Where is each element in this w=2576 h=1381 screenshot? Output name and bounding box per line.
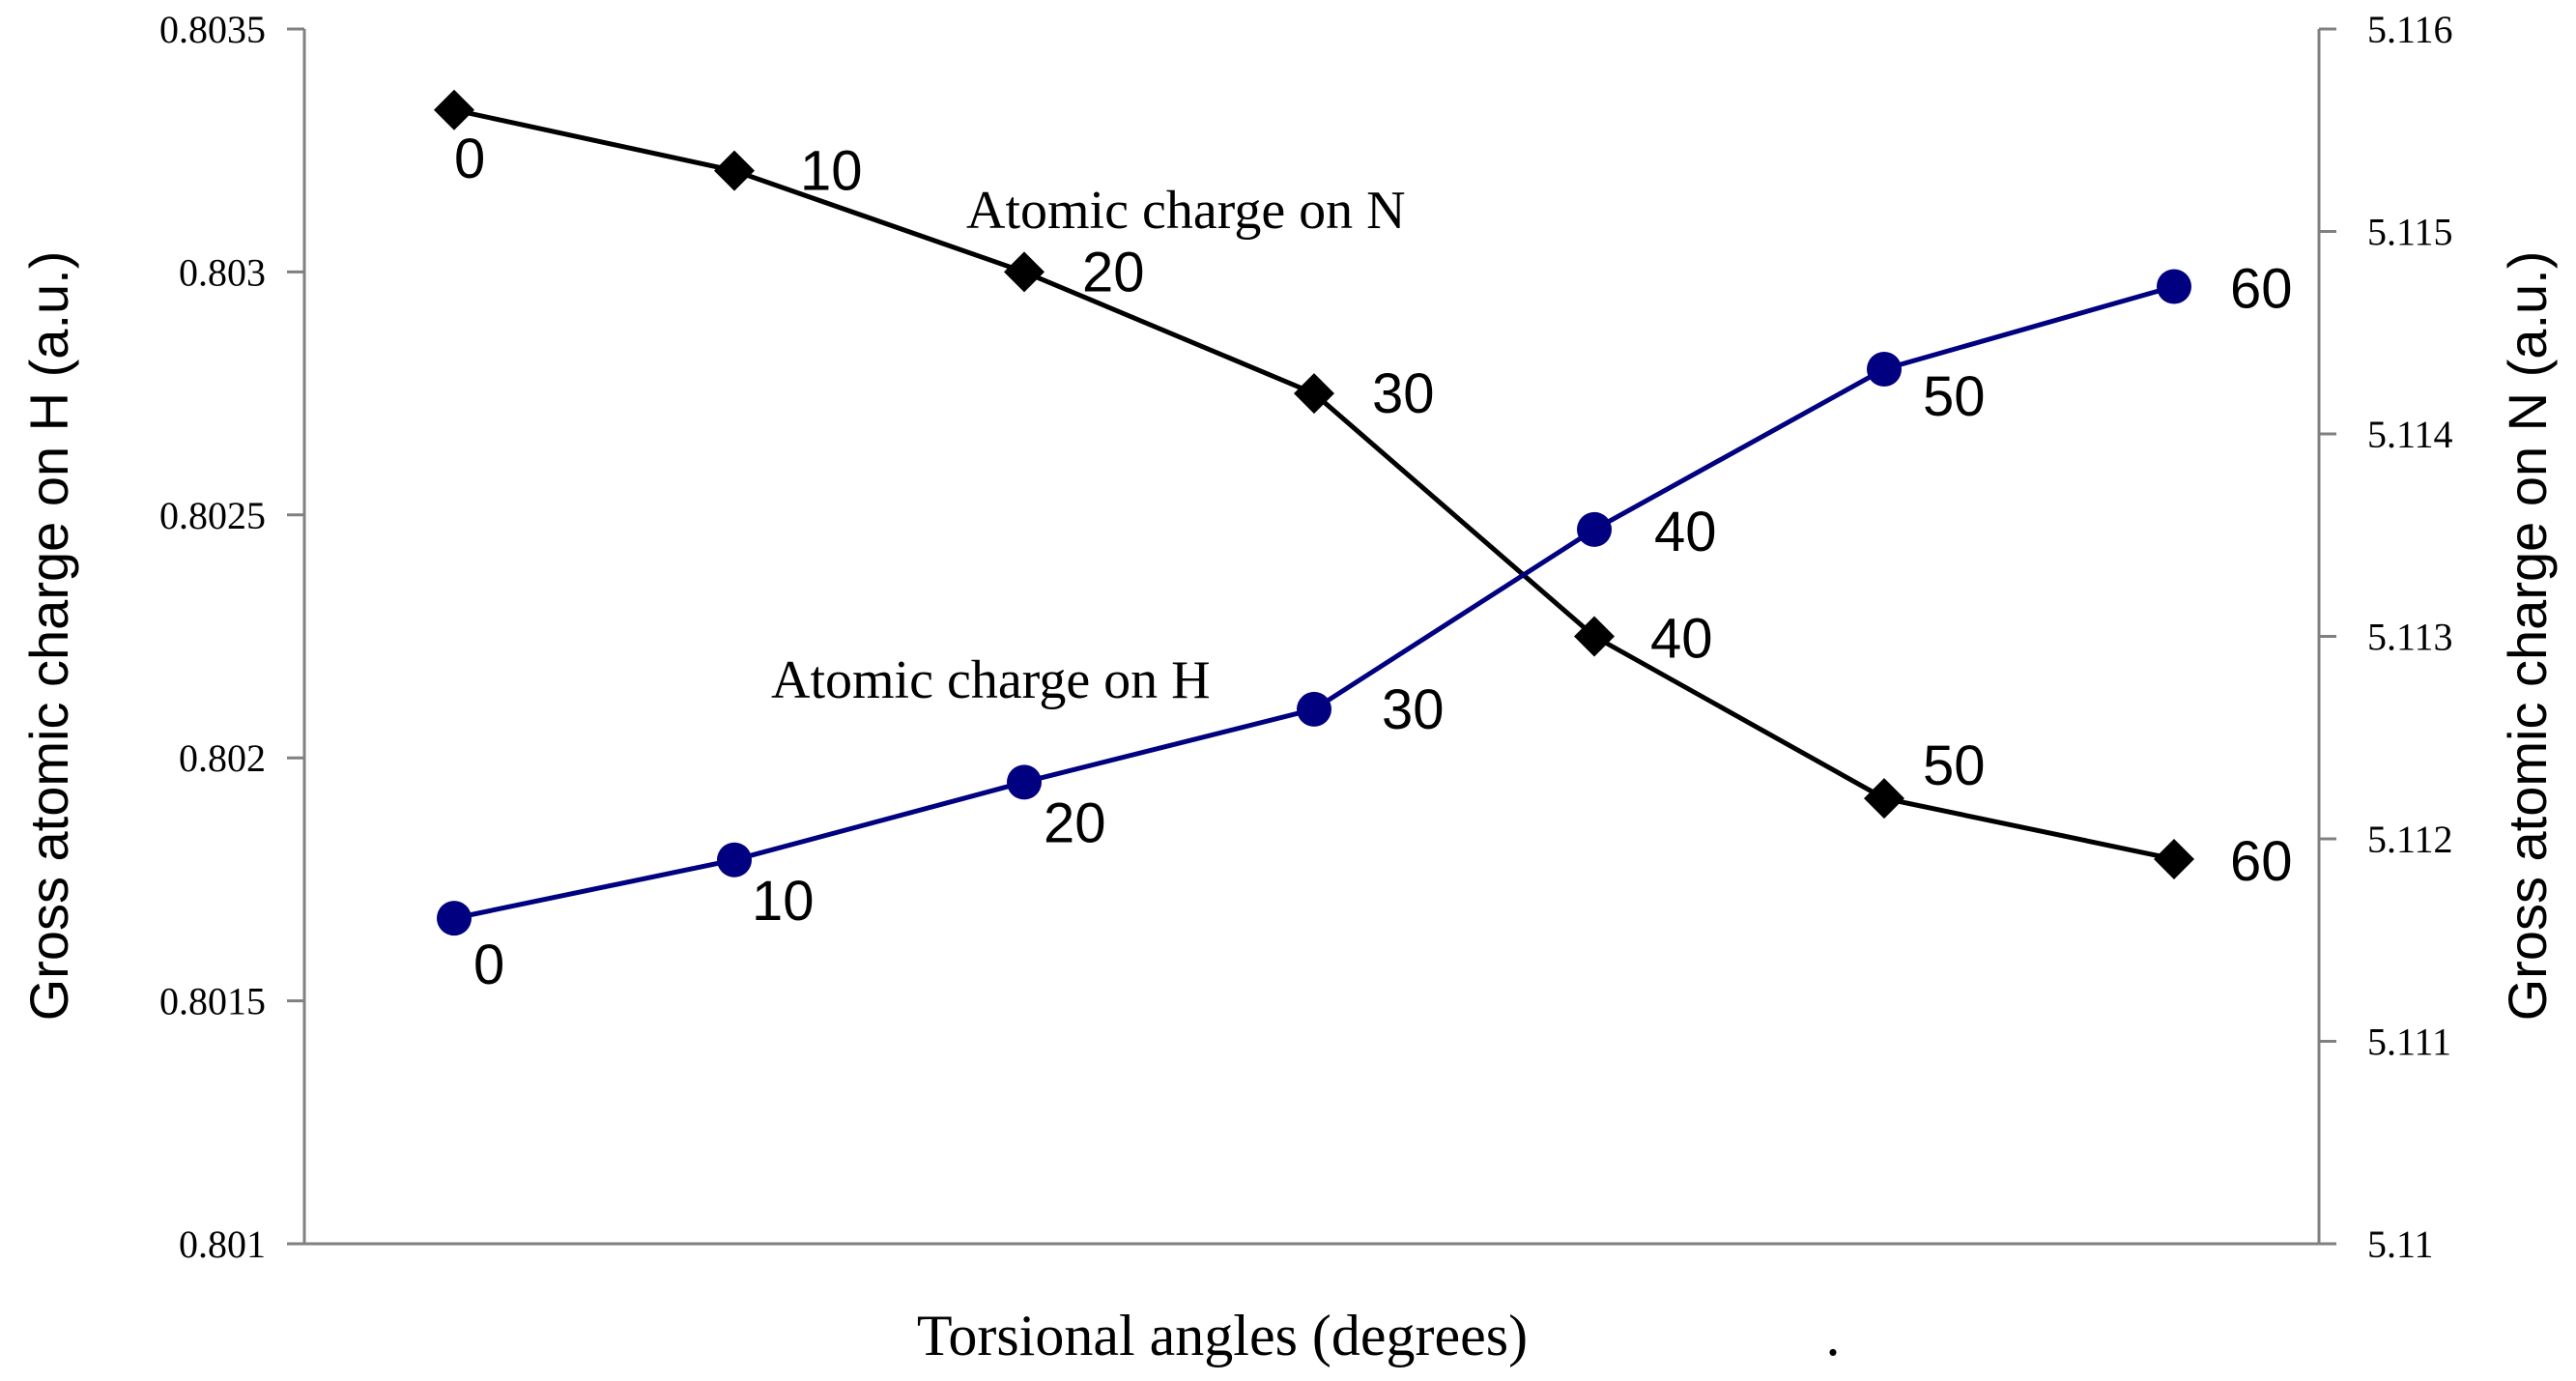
series-h-point — [1297, 691, 1331, 727]
x-axis-title: Torsional angles (degrees) — [917, 1304, 1528, 1367]
series-h-point — [1577, 511, 1612, 547]
left-tick-label: 0.8025 — [159, 494, 266, 537]
right-tick-label: 5.112 — [2367, 818, 2453, 861]
left-tick-label: 0.8015 — [159, 980, 266, 1023]
series-h-point-label: 0 — [473, 934, 504, 996]
right-tick-label: 5.115 — [2367, 211, 2453, 254]
series-n-point — [1294, 373, 1334, 415]
series-n-point — [434, 89, 474, 130]
right-tick-label: 5.11 — [2367, 1223, 2434, 1266]
series-n-point — [714, 150, 755, 191]
series-layer: 0 10 20 30 40 50 60 0 10 20 30 40 50 60 — [434, 89, 2293, 996]
right-tick-label: 5.113 — [2367, 616, 2453, 659]
series-h-point — [1867, 351, 1902, 387]
series-n-point — [2154, 838, 2194, 879]
right-tick-label: 5.114 — [2367, 413, 2453, 456]
series-n-point-label: 30 — [1372, 362, 1435, 425]
right-y-ticks: 5.11 5.111 5.112 5.113 5.114 5.115 5.116 — [2319, 8, 2453, 1266]
series-annotation-h: Atomic charge on H — [771, 650, 1211, 710]
x-axis-trailing-dot: . — [1826, 1304, 1841, 1367]
series-h-point — [2157, 269, 2191, 304]
series-n-point — [1574, 616, 1615, 657]
series-n-point-label: 40 — [1650, 608, 1713, 671]
series-h-point-label: 10 — [752, 870, 815, 933]
series-h-point — [1007, 764, 1042, 800]
series-n-point — [1004, 251, 1045, 293]
series-n: 0 10 20 30 40 50 60 — [434, 89, 2293, 893]
left-tick-label: 0.801 — [179, 1223, 266, 1266]
right-tick-label: 5.116 — [2367, 8, 2453, 51]
series-n-point-label: 10 — [800, 140, 863, 203]
series-h-point-label: 60 — [2230, 257, 2293, 320]
series-h-point-label: 30 — [1382, 678, 1445, 741]
left-tick-label: 0.802 — [179, 736, 266, 780]
series-h-point — [717, 842, 752, 878]
series-h-point-label: 40 — [1654, 501, 1717, 563]
y-axis-title-left: Gross atomic charge on H (a.u.) — [18, 251, 79, 1021]
series-annotation-n: Atomic charge on N — [966, 181, 1406, 241]
left-y-ticks: 0.801 0.8015 0.802 0.8025 0.803 0.8035 — [159, 8, 304, 1266]
series-n-point-label: 0 — [454, 128, 485, 190]
series-n-point — [1864, 778, 1904, 820]
y-axis-title-right: Gross atomic charge on N (a.u.) — [2497, 251, 2558, 1021]
left-tick-label: 0.803 — [179, 250, 266, 294]
left-tick-label: 0.8035 — [159, 8, 266, 51]
series-n-point-label: 20 — [1082, 241, 1145, 303]
series-h: 0 10 20 30 40 50 60 — [437, 257, 2293, 996]
series-h-point — [437, 901, 472, 936]
series-h-point-label: 20 — [1044, 791, 1106, 854]
series-n-point-label: 50 — [1923, 734, 1986, 797]
series-h-point-label: 50 — [1923, 365, 1986, 428]
series-n-point-label: 60 — [2230, 830, 2293, 893]
right-tick-label: 5.111 — [2367, 1021, 2451, 1064]
